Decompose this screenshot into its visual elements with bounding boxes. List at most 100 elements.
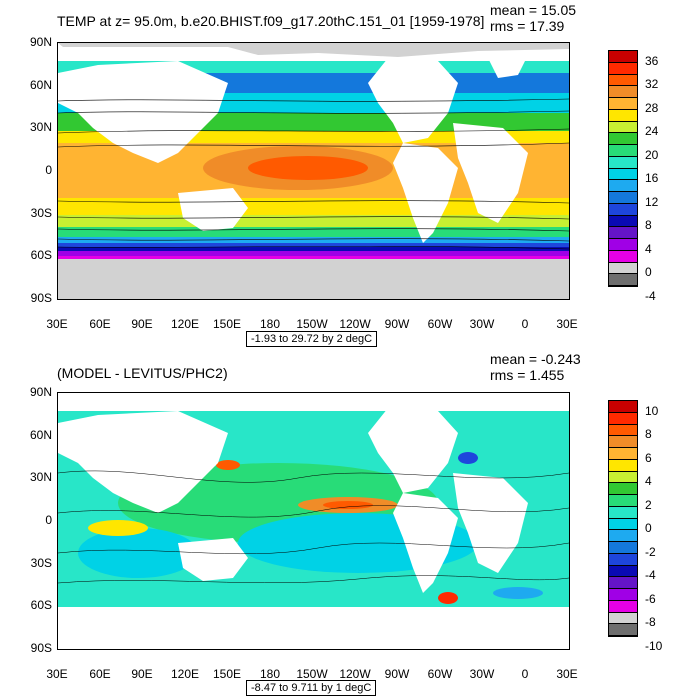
colorbar-label: 4 bbox=[645, 241, 652, 256]
panel1-rms: rms = 17.39 bbox=[490, 18, 565, 34]
colorbar-swatch bbox=[609, 483, 637, 495]
panel1-lon-label: 120E bbox=[170, 317, 200, 331]
colorbar-swatch bbox=[609, 62, 637, 75]
colorbar-swatch bbox=[609, 145, 637, 157]
panel1-title: TEMP at z= 95.0m, b.e20.BHIST.f09_g17.20… bbox=[57, 13, 485, 29]
colorbar-label: 16 bbox=[645, 171, 659, 186]
colorbar-label: 2 bbox=[645, 497, 652, 512]
colorbar-swatch bbox=[609, 436, 637, 448]
panel2-lon-label: 180 bbox=[259, 667, 281, 681]
panel1-lon-label: 180 bbox=[259, 317, 281, 331]
colorbar-swatch bbox=[609, 133, 637, 145]
colorbar-swatch bbox=[609, 274, 637, 286]
panel2-lon-label: 30W bbox=[469, 667, 495, 681]
colorbar-label: 24 bbox=[645, 124, 659, 139]
colorbar-swatch bbox=[609, 168, 637, 181]
colorbar-swatch bbox=[609, 577, 637, 589]
colorbar-swatch bbox=[609, 192, 637, 204]
colorbar-label: -2 bbox=[645, 544, 656, 559]
panel2-lat-30n: 30N bbox=[29, 470, 52, 484]
panel2-lon-label: 30E bbox=[46, 667, 68, 681]
panel2-map-svg bbox=[58, 393, 569, 649]
colorbar-swatch bbox=[609, 250, 637, 263]
colorbar-label: 20 bbox=[645, 147, 659, 162]
panel1-colorbar bbox=[608, 50, 638, 287]
colorbar-swatch bbox=[609, 74, 637, 87]
panel1-lat-60s: 60S bbox=[30, 248, 52, 262]
panel1-lon-label: 90E bbox=[131, 317, 153, 331]
panel2-mean: mean = -0.243 bbox=[490, 351, 581, 367]
colorbar-label: 12 bbox=[645, 194, 659, 209]
colorbar-swatch bbox=[609, 518, 637, 531]
panel2-colorbar bbox=[608, 400, 638, 637]
panel1-lat-90n: 90N bbox=[29, 35, 52, 49]
panel2-lon-label: 90W bbox=[384, 667, 410, 681]
panel-difference: (MODEL - LEVITUS/PHC2) mean = -0.243 rms… bbox=[0, 350, 700, 700]
colorbar-label: -8 bbox=[645, 615, 656, 630]
panel1-lat-60n: 60N bbox=[29, 78, 52, 92]
panel1-range-note: -1.93 to 29.72 by 2 degC bbox=[246, 331, 378, 347]
panel1-lon-label: 30W bbox=[469, 317, 495, 331]
panel2-lon-label: 150W bbox=[296, 667, 328, 681]
panel2-lat-60s: 60S bbox=[30, 598, 52, 612]
panel2-lat-30s: 30S bbox=[30, 556, 52, 570]
panel2-map bbox=[57, 392, 570, 650]
colorbar-swatch bbox=[609, 530, 637, 542]
panel-temperature: TEMP at z= 95.0m, b.e20.BHIST.f09_g17.20… bbox=[29, 2, 659, 347]
panel2-rms: rms = 1.455 bbox=[490, 367, 565, 383]
panel2-lon-label: 120E bbox=[170, 667, 200, 681]
panel1-lat-30s: 30S bbox=[30, 206, 52, 220]
colorbar-swatch bbox=[609, 109, 637, 122]
panel2-lon-label: 60W bbox=[427, 667, 453, 681]
colorbar-label: 4 bbox=[645, 474, 652, 489]
colorbar-swatch bbox=[609, 424, 637, 437]
colorbar-label: -4 bbox=[645, 568, 656, 583]
panel1-lon-label: 150E bbox=[212, 317, 242, 331]
panel1-lon-label: 60E bbox=[89, 317, 111, 331]
colorbar-swatch bbox=[609, 86, 637, 98]
panel2-lon-label: 60E bbox=[89, 667, 111, 681]
colorbar-swatch bbox=[609, 412, 637, 425]
panel1-lat-30n: 30N bbox=[29, 120, 52, 134]
colorbar-swatch bbox=[609, 589, 637, 601]
colorbar-swatch bbox=[609, 459, 637, 472]
panel2-lat-0: 0 bbox=[45, 513, 52, 527]
panel1-lon-label: 30E bbox=[556, 317, 578, 331]
colorbar-swatch bbox=[609, 612, 637, 625]
colorbar-swatch bbox=[609, 51, 637, 63]
panel2-lat-90n: 90N bbox=[29, 385, 52, 399]
colorbar-swatch bbox=[609, 542, 637, 554]
panel1-lon-label: 150W bbox=[296, 317, 328, 331]
colorbar-swatch bbox=[609, 156, 637, 169]
colorbar-swatch bbox=[609, 471, 637, 484]
colorbar-swatch bbox=[609, 98, 637, 110]
colorbar-label: -6 bbox=[645, 591, 656, 606]
colorbar-swatch bbox=[609, 239, 637, 251]
panel2-lon-label: 0 bbox=[521, 667, 529, 681]
panel1-lon-label: 60W bbox=[427, 317, 453, 331]
colorbar-swatch bbox=[609, 262, 637, 275]
panel2-lat-90s: 90S bbox=[30, 641, 52, 655]
colorbar-swatch bbox=[609, 553, 637, 566]
colorbar-label: 8 bbox=[645, 427, 652, 442]
panel1-lon-label: 120W bbox=[339, 317, 371, 331]
panel2-range-note: -8.47 to 9.711 by 1 degC bbox=[246, 680, 377, 696]
colorbar-swatch bbox=[609, 121, 637, 134]
panel1-lat-0: 0 bbox=[45, 163, 52, 177]
colorbar-swatch bbox=[609, 203, 637, 216]
colorbar-label: -10 bbox=[645, 638, 663, 653]
panel2-lat-60n: 60N bbox=[29, 428, 52, 442]
colorbar-label: 0 bbox=[645, 265, 652, 280]
colorbar-label: 10 bbox=[645, 403, 659, 418]
colorbar-swatch bbox=[609, 227, 637, 239]
panel1-map-svg bbox=[58, 43, 569, 299]
panel1-mean: mean = 15.05 bbox=[490, 2, 577, 18]
colorbar-label: 6 bbox=[645, 450, 652, 465]
panel2-lon-label: 150E bbox=[212, 667, 242, 681]
colorbar-swatch bbox=[609, 506, 637, 519]
colorbar-label: 0 bbox=[645, 521, 652, 536]
panel1-lon-label: 0 bbox=[521, 317, 529, 331]
panel2-lon-label: 120W bbox=[339, 667, 371, 681]
colorbar-label: 28 bbox=[645, 100, 659, 115]
panel2-lon-label: 90E bbox=[131, 667, 153, 681]
